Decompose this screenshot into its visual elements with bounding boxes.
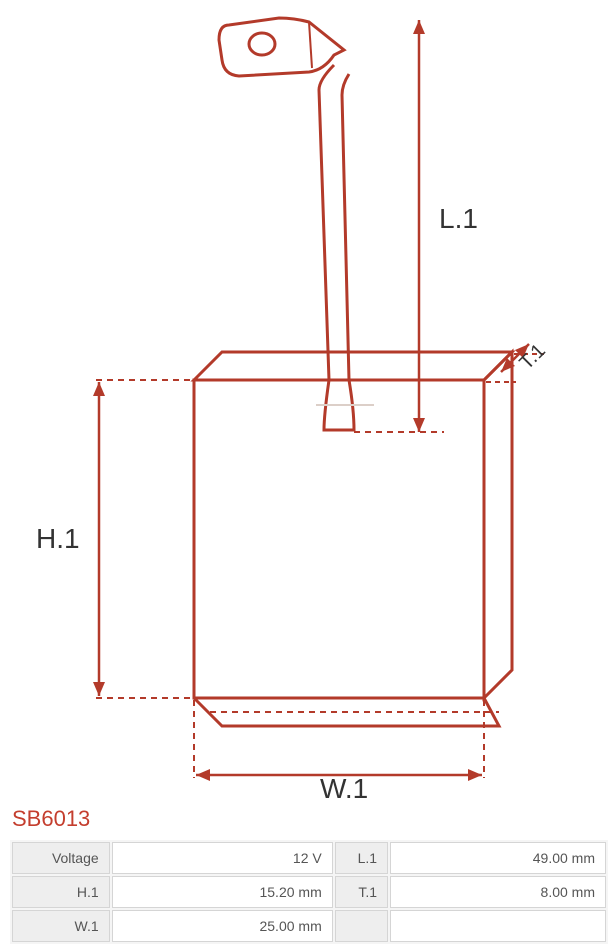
dim-H1-arrow-top (93, 382, 105, 396)
wire-right (342, 74, 349, 380)
spec-value: 15.20 mm (112, 876, 333, 908)
dim-L1-arrow-bottom (413, 418, 425, 432)
terminal-fold (309, 22, 312, 68)
spec-label: Voltage (12, 842, 110, 874)
terminal-hole (249, 33, 275, 55)
brush-diagram-svg: L.1 H.1 W.1 T.1 (24, 0, 584, 800)
spec-label: T.1 (335, 876, 388, 908)
dim-W1-label: W.1 (320, 773, 368, 800)
part-number: SB6013 (0, 800, 608, 840)
brush-top-face (194, 352, 512, 380)
wire-left (319, 65, 334, 380)
dim-L1-label: L.1 (439, 203, 478, 234)
dim-H1-arrow-bottom (93, 682, 105, 696)
terminal-body (219, 18, 344, 76)
table-row: Voltage 12 V L.1 49.00 mm (12, 842, 606, 874)
table-row: H.1 15.20 mm T.1 8.00 mm (12, 876, 606, 908)
spec-value: 49.00 mm (390, 842, 606, 874)
dim-H1-label: H.1 (36, 523, 80, 554)
dim-T1-label: T.1 (515, 340, 549, 374)
table-row: W.1 25.00 mm (12, 910, 606, 942)
spec-value (390, 910, 606, 942)
specs-table: Voltage 12 V L.1 49.00 mm H.1 15.20 mm T… (10, 840, 608, 944)
brush-side-face (484, 352, 512, 698)
spec-value: 25.00 mm (112, 910, 333, 942)
spec-label: L.1 (335, 842, 388, 874)
spec-value: 12 V (112, 842, 333, 874)
spec-value: 8.00 mm (390, 876, 606, 908)
specs-tbody: Voltage 12 V L.1 49.00 mm H.1 15.20 mm T… (12, 842, 606, 942)
spec-label: W.1 (12, 910, 110, 942)
technical-diagram: L.1 H.1 W.1 T.1 (0, 0, 608, 800)
dim-W1-arrow-right (468, 769, 482, 781)
brush-front-face (194, 380, 484, 698)
spec-label (335, 910, 388, 942)
dim-L1-arrow-top (413, 20, 425, 34)
dim-W1-arrow-left (196, 769, 210, 781)
spec-label: H.1 (12, 876, 110, 908)
